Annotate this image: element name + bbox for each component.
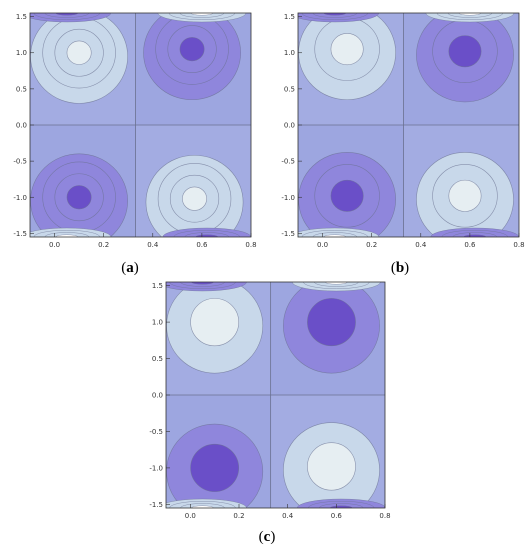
contour-level-max	[448, 179, 482, 212]
contour-level-max	[66, 40, 92, 65]
plot-area-a	[30, 13, 251, 237]
edge-contour	[329, 505, 353, 508]
y-tick-label: -1.5	[149, 501, 163, 509]
contour-level-max	[182, 186, 207, 211]
x-tick-label: 0.0	[185, 512, 196, 520]
contour-level-max	[330, 33, 364, 66]
x-tick-label: 0.0	[49, 241, 60, 249]
contour-level-min	[179, 37, 205, 62]
x-tick-label: 0.8	[379, 512, 390, 520]
edge-contour	[195, 234, 219, 237]
edge-contour	[325, 282, 348, 285]
plot-area-c	[166, 282, 385, 508]
contour-level-min	[330, 179, 364, 212]
contour-level-max	[307, 442, 356, 491]
y-tick-label: 0.5	[284, 85, 295, 93]
y-tick-label: 1.5	[16, 13, 27, 21]
y-tick-label: 1.5	[284, 13, 295, 21]
y-tick-label: 1.5	[152, 282, 163, 290]
y-tick-label: -1.5	[13, 230, 27, 238]
plot-area-b	[298, 13, 519, 237]
x-tick-label: 0.0	[317, 241, 328, 249]
contour-level-min	[66, 185, 92, 210]
edge-contour	[191, 505, 214, 508]
panel-a: 0.0 0.2 0.4 0.6 0.8 1.5 1.0 0.5 0.0 -0.5 -1.0 -1.5	[13, 12, 257, 249]
panel-label-c: (c)	[259, 529, 276, 545]
y-tick-label: -0.5	[149, 428, 163, 436]
x-tick-label: 0.2	[233, 512, 244, 520]
x-tick-label: 0.4	[147, 241, 159, 249]
x-tick-label: 0.4	[282, 512, 294, 520]
y-tick-label: 0.0	[16, 122, 27, 130]
contour-level-min	[307, 298, 356, 347]
contour-level-max	[190, 298, 240, 347]
panel-b: 0.0 0.2 0.4 0.6 0.8 1.5 1.0 0.5 0.0 -0.5 -1.0 -1.5	[281, 12, 525, 249]
panel-c: 0.0 0.2 0.4 0.6 0.8 1.5 1.0 0.5 0.0 -0.5 -1.0 -1.5	[149, 281, 391, 520]
y-tick-label: 0.5	[152, 355, 163, 363]
y-tick-label: -1.0	[281, 194, 295, 202]
y-tick-label: 1.0	[16, 49, 27, 57]
x-tick-label: 0.6	[464, 241, 476, 249]
edge-contour	[55, 13, 79, 16]
x-tick-label: 0.6	[196, 241, 208, 249]
edge-contour	[458, 13, 482, 16]
x-tick-label: 0.4	[415, 241, 427, 249]
y-tick-label: -0.5	[13, 158, 27, 166]
y-tick-label: -1.5	[281, 230, 295, 238]
edge-contour	[323, 234, 347, 237]
y-tick-label: 0.5	[16, 85, 27, 93]
x-tick-label: 0.2	[366, 241, 377, 249]
y-tick-label: 0.0	[152, 392, 163, 400]
x-tick-label: 0.8	[245, 241, 256, 249]
edge-contour	[190, 13, 214, 16]
y-tick-label: -0.5	[281, 158, 295, 166]
x-tick-label: 0.2	[98, 241, 109, 249]
y-tick-label: 1.0	[284, 49, 295, 57]
panel-label-a: (a)	[121, 260, 139, 276]
y-tick-label: 1.0	[152, 319, 163, 327]
y-tick-label: 0.0	[284, 122, 295, 130]
edge-contour	[55, 234, 79, 237]
edge-contour	[191, 282, 214, 285]
y-tick-label: -1.0	[13, 194, 27, 202]
x-tick-label: 0.6	[331, 512, 343, 520]
edge-contour	[323, 13, 347, 16]
panel-label-b: (b)	[391, 260, 409, 276]
edge-contour	[463, 234, 487, 237]
contour-level-min	[448, 35, 482, 68]
contour-level-min	[190, 443, 240, 492]
x-tick-label: 0.8	[513, 241, 524, 249]
y-tick-label: -1.0	[149, 464, 163, 472]
